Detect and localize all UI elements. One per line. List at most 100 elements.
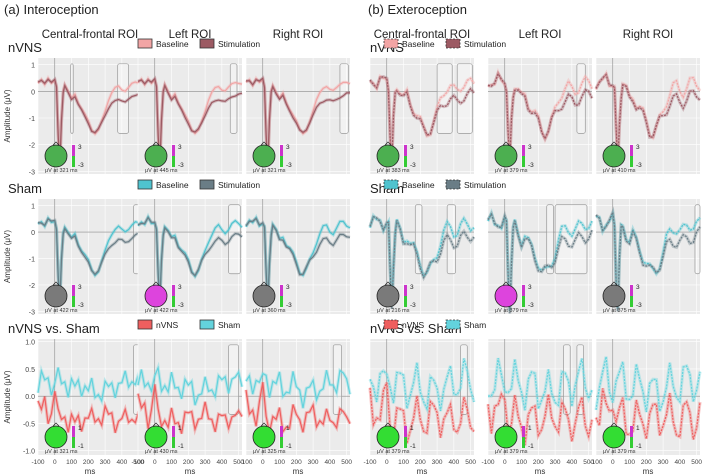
x-tick-label: 200 bbox=[183, 459, 194, 466]
scalp-nose bbox=[384, 422, 392, 427]
scalp-map bbox=[602, 284, 626, 308]
row-label: nVNS vs. Sham bbox=[8, 321, 100, 336]
legend-label: Baseline bbox=[402, 39, 435, 49]
x-tick-label: 300 bbox=[308, 459, 319, 466]
panel: 3 -3μV at 379 ms bbox=[487, 58, 594, 174]
x-tick-label: -100 bbox=[239, 459, 252, 466]
colorbar-max: 3 bbox=[410, 284, 414, 291]
panel: 1 -1μV at 430 ms-100 0 100 200 300 400 500 ms bbox=[131, 339, 244, 474]
panel: 3 -3μV at 375 ms bbox=[594, 199, 702, 314]
x-tick-label: 500 bbox=[465, 459, 476, 466]
legend-swatch bbox=[445, 38, 461, 49]
scalp-map bbox=[144, 144, 168, 168]
colorbar-min: -3 bbox=[528, 162, 534, 169]
legend-swatch bbox=[383, 179, 399, 190]
section-title: (a) Interoception bbox=[4, 2, 99, 17]
scalp-map bbox=[44, 144, 68, 168]
panel: 3 -3μV at 422 ms bbox=[37, 199, 144, 314]
x-tick-label: 400 bbox=[566, 459, 577, 466]
x-tick-label: 0 bbox=[261, 459, 265, 466]
colorbar-top bbox=[522, 145, 525, 156]
colorbar-top bbox=[630, 285, 633, 296]
y-tick-label: -1 bbox=[29, 116, 35, 123]
colorbar-top bbox=[280, 285, 283, 296]
series-line bbox=[137, 77, 243, 167]
y-tick-label: 1 bbox=[31, 63, 35, 70]
column-header: Right ROI bbox=[273, 29, 324, 41]
x-tick-label: -100 bbox=[31, 459, 44, 466]
scalp-map bbox=[494, 284, 518, 308]
colorbar-top bbox=[172, 426, 175, 437]
legend-label: Stimulation bbox=[218, 39, 260, 49]
scalp-map bbox=[376, 425, 400, 449]
y-axis-label: Amplitude (μV) bbox=[3, 230, 12, 283]
scalp-map bbox=[252, 144, 276, 168]
y-axis-label: Amplitude (μV) bbox=[3, 370, 12, 423]
x-tick-label: 100 bbox=[624, 459, 635, 466]
series-line bbox=[369, 382, 475, 444]
panel: 3 -3μV at 216 ms bbox=[368, 199, 476, 314]
scalp-nose bbox=[52, 422, 60, 427]
colorbar-max: 3 bbox=[178, 284, 182, 291]
panel: 3 -3μV at 379 ms bbox=[486, 199, 594, 314]
x-tick-label: 300 bbox=[200, 459, 211, 466]
colorbar-max: 3 bbox=[178, 144, 182, 151]
column-header: Central-frontal ROI bbox=[42, 29, 139, 41]
significance-box bbox=[436, 63, 453, 134]
scalp-map bbox=[376, 284, 400, 308]
scalp-nose bbox=[52, 141, 60, 146]
column-header: Central-frontal ROI bbox=[374, 29, 471, 41]
colorbar-max: 3 bbox=[636, 284, 640, 291]
legend-label: Sham bbox=[218, 320, 240, 330]
colorbar-max: 1 bbox=[178, 425, 182, 432]
scalp-nose bbox=[502, 141, 510, 146]
colorbar-top bbox=[404, 145, 407, 156]
x-tick-label: -100 bbox=[481, 459, 494, 466]
legend: Baseline Stimulation bbox=[137, 179, 260, 190]
colorbar-min: -1 bbox=[78, 443, 84, 450]
colorbar-top bbox=[522, 285, 525, 296]
colorbar-top bbox=[280, 426, 283, 437]
scalp-nose bbox=[610, 281, 618, 286]
x-axis-label: ms bbox=[417, 467, 428, 474]
x-tick-label: -100 bbox=[589, 459, 602, 466]
x-tick-label: 200 bbox=[641, 459, 652, 466]
series-line bbox=[245, 369, 351, 409]
scalp-nose bbox=[610, 422, 618, 427]
colorbar-top bbox=[172, 145, 175, 156]
x-tick-label: 400 bbox=[448, 459, 459, 466]
x-tick-label: 100 bbox=[66, 459, 77, 466]
series-line bbox=[595, 211, 701, 309]
legend: nVNS Sham bbox=[383, 319, 486, 330]
scalp-time-label: μV at 379 ms bbox=[377, 449, 410, 455]
panel: 1 -1μV at 325 ms-100 0 100 200 300 400 500 ms bbox=[239, 339, 352, 474]
legend: Baseline Stimulation bbox=[137, 38, 260, 49]
colorbar-min: -1 bbox=[528, 443, 534, 450]
series-line bbox=[595, 209, 701, 312]
scalp-nose bbox=[502, 422, 510, 427]
x-tick-label: -100 bbox=[363, 459, 376, 466]
colorbar-bottom bbox=[404, 156, 407, 167]
x-tick-label: 300 bbox=[550, 459, 561, 466]
x-axis-label: ms bbox=[535, 467, 546, 474]
significance-box bbox=[554, 204, 588, 275]
column-header: Right ROI bbox=[623, 29, 674, 41]
scalp-map bbox=[252, 284, 276, 308]
colorbar-bottom bbox=[522, 296, 525, 307]
significance-box bbox=[229, 63, 238, 134]
colorbar-top bbox=[72, 285, 75, 296]
scalp-time-label: μV at 325 ms bbox=[253, 449, 286, 455]
x-tick-label: 200 bbox=[291, 459, 302, 466]
row-label: nVNS bbox=[8, 40, 42, 55]
legend-swatch bbox=[199, 38, 215, 49]
colorbar-bottom bbox=[72, 296, 75, 307]
series-line bbox=[245, 382, 351, 434]
panel: 3 -3μV at 410 ms bbox=[594, 58, 702, 174]
x-tick-label: 0 bbox=[503, 459, 507, 466]
colorbar-bottom bbox=[72, 437, 75, 448]
colorbar-max: 3 bbox=[410, 144, 414, 151]
legend-swatch bbox=[383, 319, 399, 330]
y-tick-label: 0.5 bbox=[25, 367, 35, 374]
